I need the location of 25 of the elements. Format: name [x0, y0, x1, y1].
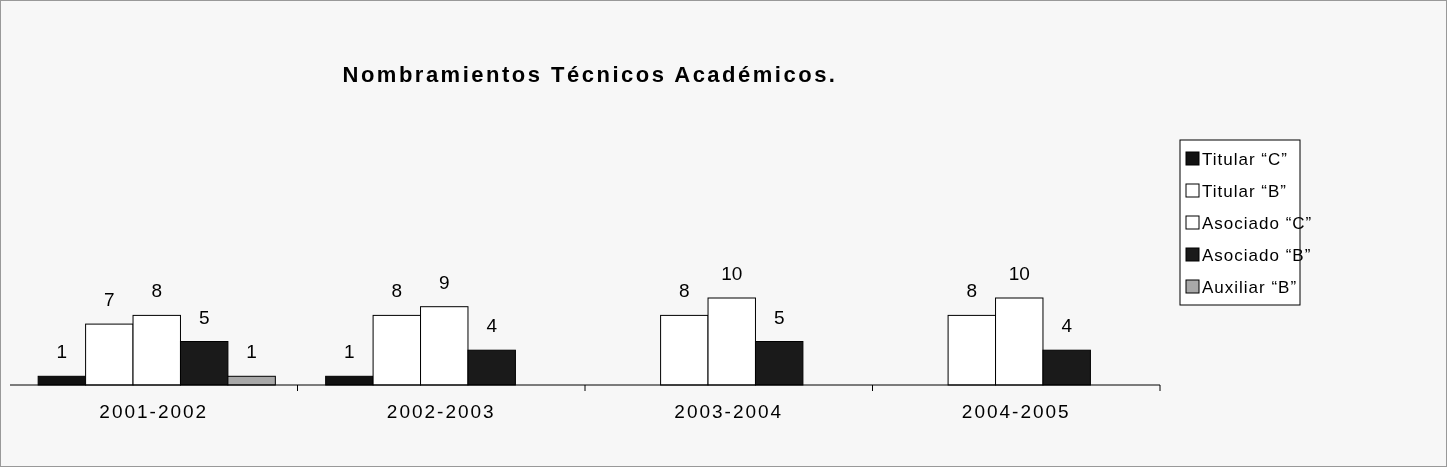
x-tick-label: 2002-2003 [386, 401, 496, 422]
legend-label: Auxiliar “B” [1202, 278, 1298, 297]
data-label: 5 [773, 306, 785, 328]
data-label: 4 [1061, 315, 1073, 337]
data-label: 1 [344, 341, 355, 363]
data-label: 8 [966, 280, 978, 302]
data-label: 1 [246, 341, 257, 363]
legend-label: Titular “C” [1202, 150, 1288, 169]
data-label: 8 [679, 280, 690, 302]
x-tick-label: 2003-2004 [674, 401, 784, 422]
data-label: 8 [391, 280, 403, 302]
legend-label: Titular “B” [1202, 182, 1287, 201]
data-label: 9 [438, 271, 450, 293]
data-label: 10 [1008, 263, 1030, 284]
data-label: 10 [721, 263, 743, 284]
x-tick-label: 2001-2002 [99, 401, 209, 422]
data-label: 8 [151, 280, 163, 302]
x-tick-label: 2004-2005 [961, 401, 1071, 422]
data-label: 4 [486, 315, 498, 337]
data-label: 1 [56, 341, 68, 363]
legend-label: Asociado “C” [1202, 214, 1313, 233]
legend-label: Asociado “B” [1202, 246, 1312, 265]
data-label: 7 [104, 289, 115, 311]
data-label: 5 [198, 306, 210, 328]
chart-title: Nombramientos Técnicos Académicos. [342, 62, 838, 87]
